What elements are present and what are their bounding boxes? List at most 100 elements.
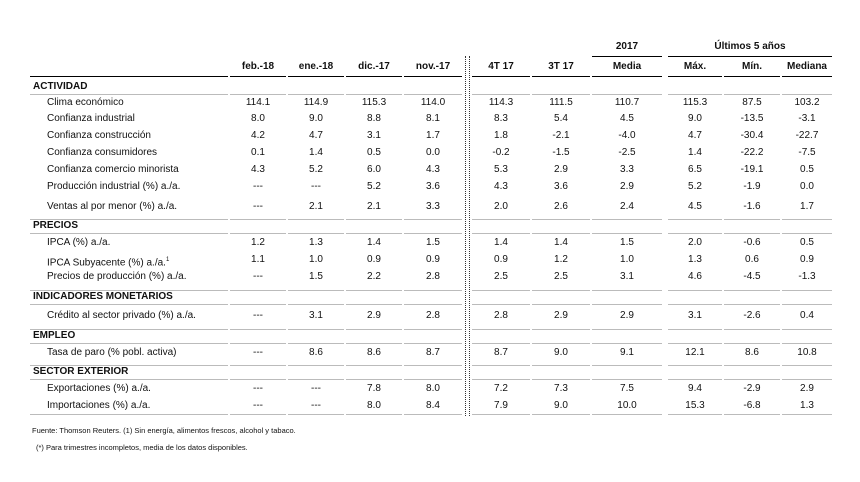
rule xyxy=(532,76,590,77)
cell: --- xyxy=(253,383,263,394)
rule xyxy=(230,290,286,291)
cell: 9.0 xyxy=(688,113,702,124)
cell: -22.7 xyxy=(795,130,819,141)
cell: 15.3 xyxy=(685,400,705,411)
rule xyxy=(668,304,722,305)
cell: 3.1 xyxy=(620,271,634,282)
rule xyxy=(404,379,462,380)
cell: -1.6 xyxy=(743,201,761,212)
rule xyxy=(230,304,286,305)
cell: -2.1 xyxy=(552,130,570,141)
cell: 4.3 xyxy=(251,164,265,175)
rule xyxy=(472,290,530,291)
rule xyxy=(288,329,344,330)
rule xyxy=(668,290,722,291)
label-text: Crédito al sector privado (%) a./a. xyxy=(47,310,196,321)
column-header: Mediana xyxy=(786,61,827,72)
rule xyxy=(782,343,832,344)
column-header: Mín. xyxy=(742,61,762,72)
cell: 114.0 xyxy=(420,97,446,108)
cell: 8.0 xyxy=(251,113,265,124)
rule xyxy=(346,290,402,291)
cell: -4.0 xyxy=(618,130,636,141)
cell: --- xyxy=(253,201,263,212)
rule xyxy=(724,329,780,330)
cell: 9.0 xyxy=(309,113,323,124)
rule xyxy=(288,365,344,366)
cell: 2.1 xyxy=(367,201,381,212)
cell: 2.1 xyxy=(309,201,323,212)
rule xyxy=(668,233,722,234)
row-label: IPCA Subyacente (%) a./a.1 xyxy=(47,254,169,269)
row-label: Confianza comercio minorista xyxy=(47,164,179,176)
cell: 0.9 xyxy=(800,254,814,265)
cell: 1.4 xyxy=(494,237,508,248)
cell: 2.8 xyxy=(426,310,440,321)
cell: -6.8 xyxy=(743,400,761,411)
row-label: Producción industrial (%) a./a. xyxy=(47,181,180,193)
cell: 3.3 xyxy=(426,201,440,212)
label-text: Clima económico xyxy=(47,97,124,108)
cell: -1.5 xyxy=(552,147,570,158)
cell: 1.2 xyxy=(251,237,265,248)
rule xyxy=(592,414,662,415)
cell: 9.0 xyxy=(554,400,568,411)
rule xyxy=(288,94,344,95)
rule xyxy=(724,76,780,77)
cell: 2.9 xyxy=(554,310,568,321)
rule xyxy=(532,304,590,305)
rule xyxy=(724,94,780,95)
rule xyxy=(346,329,402,330)
rule xyxy=(592,94,662,95)
rule xyxy=(30,379,228,380)
cell: 0.4 xyxy=(800,310,814,321)
rule xyxy=(782,290,832,291)
rule xyxy=(404,414,462,415)
rule xyxy=(668,365,722,366)
section-title: INDICADORES MONETARIOS xyxy=(33,291,173,302)
label-text: Tasa de paro (% pobl. activa) xyxy=(47,347,177,358)
cell: 2.5 xyxy=(494,271,508,282)
cell: 2.9 xyxy=(620,310,634,321)
section-title: PRECIOS xyxy=(33,220,79,231)
rule xyxy=(782,365,832,366)
rule xyxy=(288,379,344,380)
rule xyxy=(404,233,462,234)
rule xyxy=(288,414,344,415)
rule xyxy=(230,379,286,380)
row-label: Importaciones (%) a./a. xyxy=(47,400,150,412)
rule xyxy=(592,56,662,57)
label-text: Exportaciones (%) a./a. xyxy=(47,383,151,394)
label-text: Confianza construcción xyxy=(47,130,151,141)
cell: 10.0 xyxy=(617,400,637,411)
column-header: feb.-18 xyxy=(241,61,275,72)
rule xyxy=(782,94,832,95)
rule xyxy=(230,414,286,415)
column-header: 4T 17 xyxy=(488,61,514,72)
cell: 1.0 xyxy=(309,254,323,265)
cell: 9.4 xyxy=(688,383,702,394)
rule xyxy=(724,414,780,415)
rule xyxy=(668,329,722,330)
section-title: EMPLEO xyxy=(33,330,76,341)
cell: 8.6 xyxy=(309,347,323,358)
cell: 6.5 xyxy=(688,164,702,175)
rule xyxy=(782,219,832,220)
cell: 1.3 xyxy=(309,237,323,248)
footnote: (*) Para trimestres incompletos, media d… xyxy=(36,443,248,452)
cell: 1.4 xyxy=(367,237,381,248)
rule xyxy=(668,56,832,57)
label-text: Ventas al por menor (%) a./a. xyxy=(47,201,178,212)
cell: 8.6 xyxy=(745,347,759,358)
cell: 0.5 xyxy=(367,147,381,158)
rule xyxy=(288,219,344,220)
rule xyxy=(532,343,590,344)
rule xyxy=(724,219,780,220)
cell: 3.1 xyxy=(688,310,702,321)
row-label: Confianza construcción xyxy=(47,130,151,142)
rule xyxy=(724,304,780,305)
cell: 8.6 xyxy=(367,347,381,358)
rule xyxy=(230,233,286,234)
cell: 3.6 xyxy=(426,181,440,192)
